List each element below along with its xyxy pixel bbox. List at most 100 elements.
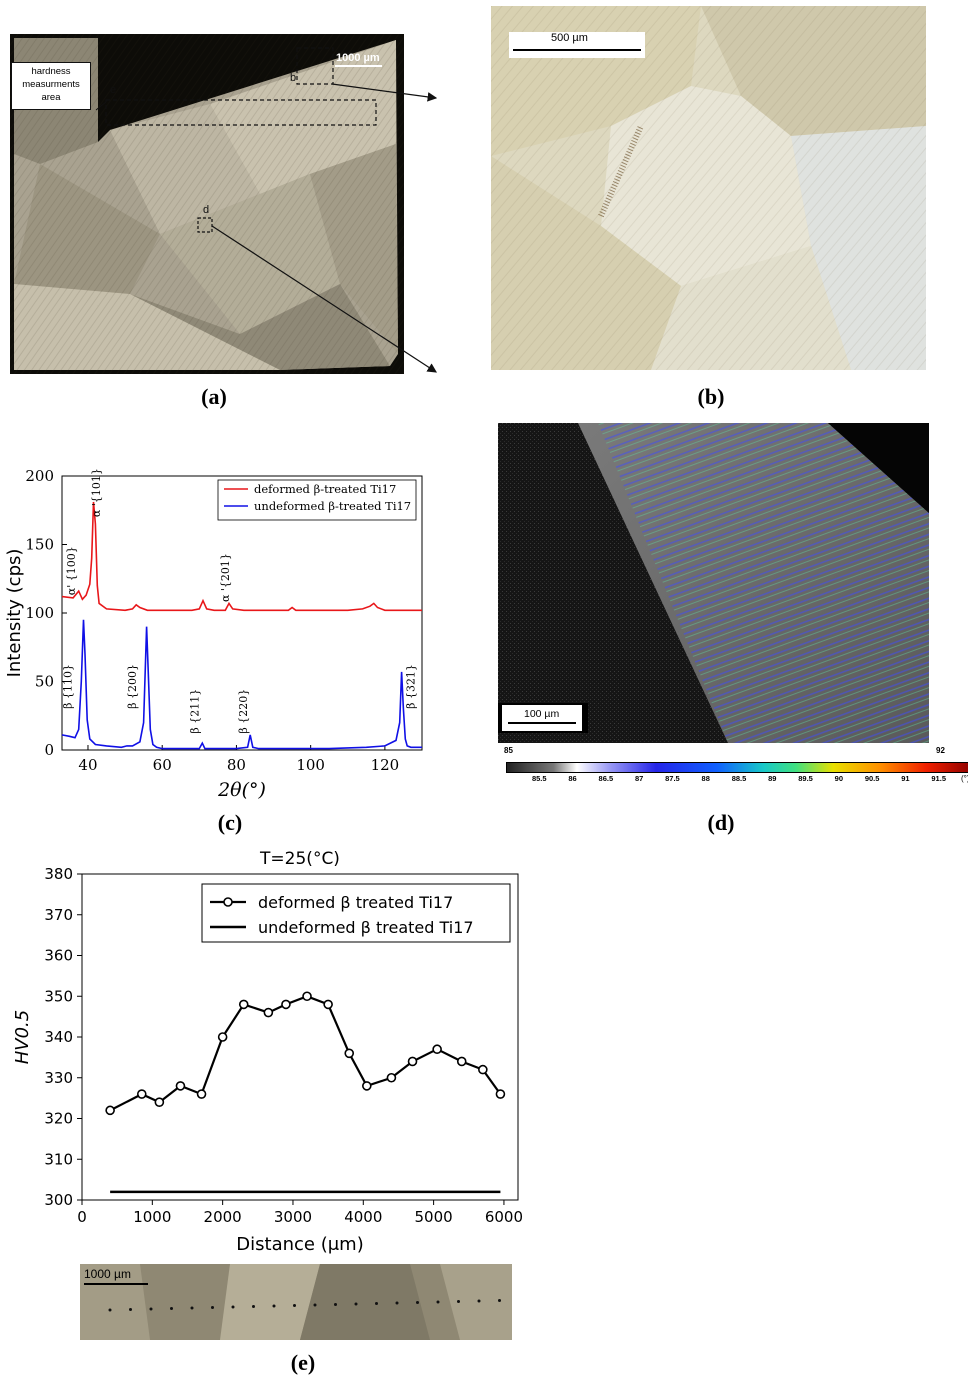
colorbar-tick-label: 88 bbox=[701, 774, 710, 783]
peak-label: β {321} bbox=[405, 664, 418, 709]
indent-dot bbox=[272, 1304, 276, 1308]
panel-a-region-e-label: e bbox=[110, 84, 117, 96]
colorbar-tick-label: 90 bbox=[834, 774, 844, 783]
y-tick-label: 150 bbox=[25, 536, 54, 554]
indent-dot bbox=[252, 1305, 255, 1308]
panel-a-region-b-label: b bbox=[290, 72, 297, 84]
deformed-point bbox=[456, 1056, 467, 1067]
panel-e-image bbox=[80, 1264, 512, 1340]
caption-c: (c) bbox=[217, 810, 243, 835]
colorbar-tick-label: 90.5 bbox=[864, 774, 880, 783]
legend-label-1: undeformed β-treated Ti17 bbox=[254, 499, 411, 513]
peak-label: α '{201} bbox=[219, 553, 232, 602]
panel-e-scale-bar-label: 1000 µm bbox=[84, 1267, 131, 1281]
colorbar-min-label: 85 bbox=[504, 746, 513, 755]
indent-dot bbox=[354, 1302, 358, 1306]
deformed-point bbox=[407, 1056, 418, 1067]
colorbar-tick-label: 86 bbox=[568, 774, 577, 783]
indent-dot bbox=[231, 1305, 235, 1309]
legend-box bbox=[201, 883, 511, 943]
deformed-point bbox=[281, 999, 291, 1010]
y-tick-label: 310 bbox=[44, 1150, 73, 1168]
x-tick-label: 0 bbox=[77, 1208, 87, 1226]
panel-b-scale-bar-label: 500 µm bbox=[551, 32, 588, 44]
y-tick-label: 200 bbox=[25, 467, 54, 485]
legend-label-0: deformed β-treated Ti17 bbox=[254, 482, 396, 496]
colorbar-tick-label: 89.5 bbox=[798, 774, 813, 783]
caption-d: (d) bbox=[707, 810, 735, 835]
colorbar-gradient bbox=[506, 762, 968, 773]
peak-label: α '{101} bbox=[90, 468, 103, 517]
callout-line-3: area bbox=[41, 92, 61, 103]
x-tick-label: 6000 bbox=[485, 1208, 523, 1226]
deformed-point bbox=[196, 1089, 207, 1099]
indent-dot bbox=[108, 1308, 112, 1312]
x-tick-label: 60 bbox=[153, 756, 172, 774]
peak-label: α' {100} bbox=[65, 546, 78, 595]
deformed-point bbox=[495, 1089, 506, 1099]
colorbar-tick-label: 89 bbox=[768, 774, 777, 783]
peak-label: β {200} bbox=[126, 664, 139, 709]
y-tick-label: 370 bbox=[44, 906, 73, 924]
y-tick-label: 330 bbox=[44, 1069, 73, 1087]
y-tick-label: 380 bbox=[44, 865, 73, 883]
callout-line-1: hardness bbox=[31, 66, 71, 77]
peak-label: β {110} bbox=[61, 664, 74, 709]
deformed-point bbox=[302, 991, 312, 1002]
colorbar-tick-label: 88.5 bbox=[731, 774, 747, 783]
caption-a: (a) bbox=[201, 384, 227, 409]
deformed-point bbox=[238, 999, 249, 1010]
y-axis-label: HV0.5 bbox=[12, 1010, 33, 1064]
colorbar-tick-label: 85.5 bbox=[531, 774, 547, 783]
x-tick-label: 100 bbox=[296, 756, 325, 774]
chart-title: T=25(°C) bbox=[259, 849, 340, 869]
callout-line-2: measurments bbox=[22, 79, 80, 90]
colorbar-tick-label: 87 bbox=[634, 774, 644, 783]
x-tick-label: 1000 bbox=[133, 1208, 171, 1226]
indent-dot bbox=[436, 1300, 440, 1304]
panel-b-micrograph: 500 µm bbox=[491, 6, 926, 370]
indent-dot bbox=[190, 1306, 194, 1310]
indent-dot bbox=[375, 1302, 378, 1305]
y-tick-label: 0 bbox=[44, 741, 54, 759]
deformed-point bbox=[217, 1032, 228, 1042]
deformed-line bbox=[109, 995, 502, 1112]
panel-a-scale-bar-label: 1000 µm bbox=[336, 52, 380, 64]
panel-b-image bbox=[491, 6, 926, 370]
deformed-point bbox=[263, 1007, 274, 1018]
x-tick-label: 120 bbox=[371, 756, 400, 774]
panel-a-region-d-label: d bbox=[203, 204, 210, 216]
indent-dot bbox=[498, 1299, 501, 1302]
series-line-0 bbox=[61, 501, 422, 612]
indent-dot bbox=[170, 1307, 173, 1310]
panel-a-callout-box: hardness measurments area bbox=[11, 62, 91, 110]
y-tick-label: 320 bbox=[44, 1110, 73, 1128]
x-tick-label: 2000 bbox=[204, 1208, 242, 1226]
colorbar-max-label: 92 bbox=[936, 746, 945, 755]
x-axis-label: Distance (μm) bbox=[236, 1234, 363, 1255]
deformed-point bbox=[323, 999, 333, 1010]
legend-marker-0 bbox=[223, 897, 233, 907]
deformed-point bbox=[432, 1044, 442, 1055]
indent-dot bbox=[457, 1300, 460, 1303]
x-tick-label: 40 bbox=[78, 756, 97, 774]
xrd-chart: 40 60 80 100 120 0 50 100 150 200 2θ(°) Intensity (… bbox=[4, 467, 423, 801]
panel-a-zoom-arrows bbox=[95, 83, 438, 373]
colorbar-tick-label: 86.5 bbox=[598, 774, 614, 783]
deformed-point bbox=[344, 1048, 355, 1059]
x-axis-label: 2θ(°) bbox=[217, 779, 266, 801]
caption-e: (e) bbox=[290, 1350, 316, 1375]
panel-d-scale-bar-label: 100 µm bbox=[524, 708, 560, 720]
peak-label: β {211} bbox=[189, 689, 202, 734]
legend-label-1: undeformed β treated Ti17 bbox=[258, 918, 474, 937]
x-tick-label: 4000 bbox=[344, 1208, 382, 1226]
panel-d-image bbox=[498, 423, 929, 743]
colorbar-tick-label: 87.5 bbox=[665, 774, 680, 783]
panel-d-colorbar: 85 92 85.5 86 86.5 87 87.5 88 88.5 89 89.5 90 90.5… bbox=[504, 746, 968, 786]
x-tick-label: 5000 bbox=[415, 1208, 453, 1226]
y-tick-label: 350 bbox=[44, 987, 73, 1005]
colorbar-tick-label: 91.5 bbox=[931, 774, 946, 783]
colorbar-tick-label: 91 bbox=[901, 774, 910, 783]
panel-e-micrograph: 1000 µm bbox=[80, 1264, 512, 1340]
indent-dot bbox=[211, 1306, 214, 1309]
